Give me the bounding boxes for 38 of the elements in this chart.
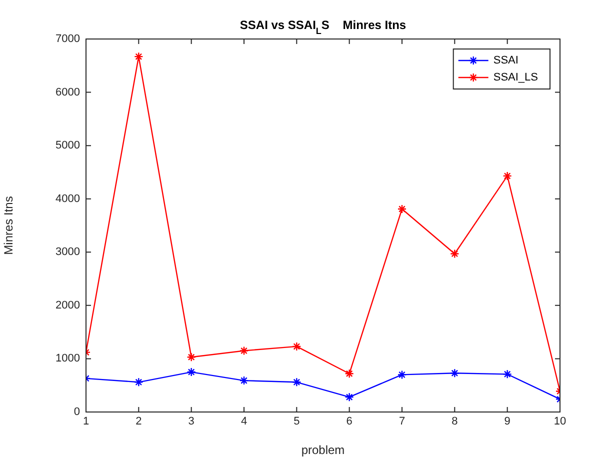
x-axis-title: problem [301, 443, 345, 458]
point [186, 367, 196, 377]
point [397, 370, 407, 380]
y-tick-label: 2000 [56, 299, 80, 312]
point [397, 204, 407, 214]
point [186, 352, 196, 362]
x-tick-label: 5 [294, 416, 300, 428]
point [450, 368, 460, 378]
point [502, 370, 512, 379]
y-tick-label: 3000 [56, 246, 80, 258]
y-tick-label: 6000 [56, 86, 80, 98]
point [502, 171, 512, 181]
x-tick-label: 4 [240, 416, 248, 428]
y-axis-title: Minres Itns [2, 196, 16, 255]
legend-label: SSAI [493, 54, 518, 67]
y-tick-label: 5000 [56, 140, 80, 152]
x-tick-label: 10 [554, 416, 566, 428]
point [239, 346, 249, 356]
point [239, 376, 249, 386]
point [450, 249, 460, 258]
y-tick-label: 7000 [56, 33, 80, 46]
x-tick-label: 1 [82, 416, 90, 428]
point [292, 342, 302, 352]
point [344, 392, 354, 402]
x-tick-label: 8 [452, 416, 458, 428]
legend-label: SSAI_LS [493, 72, 538, 84]
point [134, 52, 144, 62]
point [134, 378, 144, 387]
y-tick-label: 4000 [56, 192, 80, 205]
y-tick-label: 1000 [56, 352, 80, 365]
x-tick-label: 3 [188, 416, 194, 428]
x-tick-label: 7 [398, 416, 406, 428]
x-tick-label: 9 [504, 416, 510, 428]
x-tick-label: 2 [136, 416, 142, 428]
point [292, 378, 302, 387]
x-tick-label: 6 [346, 416, 352, 428]
point [344, 369, 354, 378]
y-tick-label: 0 [74, 406, 80, 418]
